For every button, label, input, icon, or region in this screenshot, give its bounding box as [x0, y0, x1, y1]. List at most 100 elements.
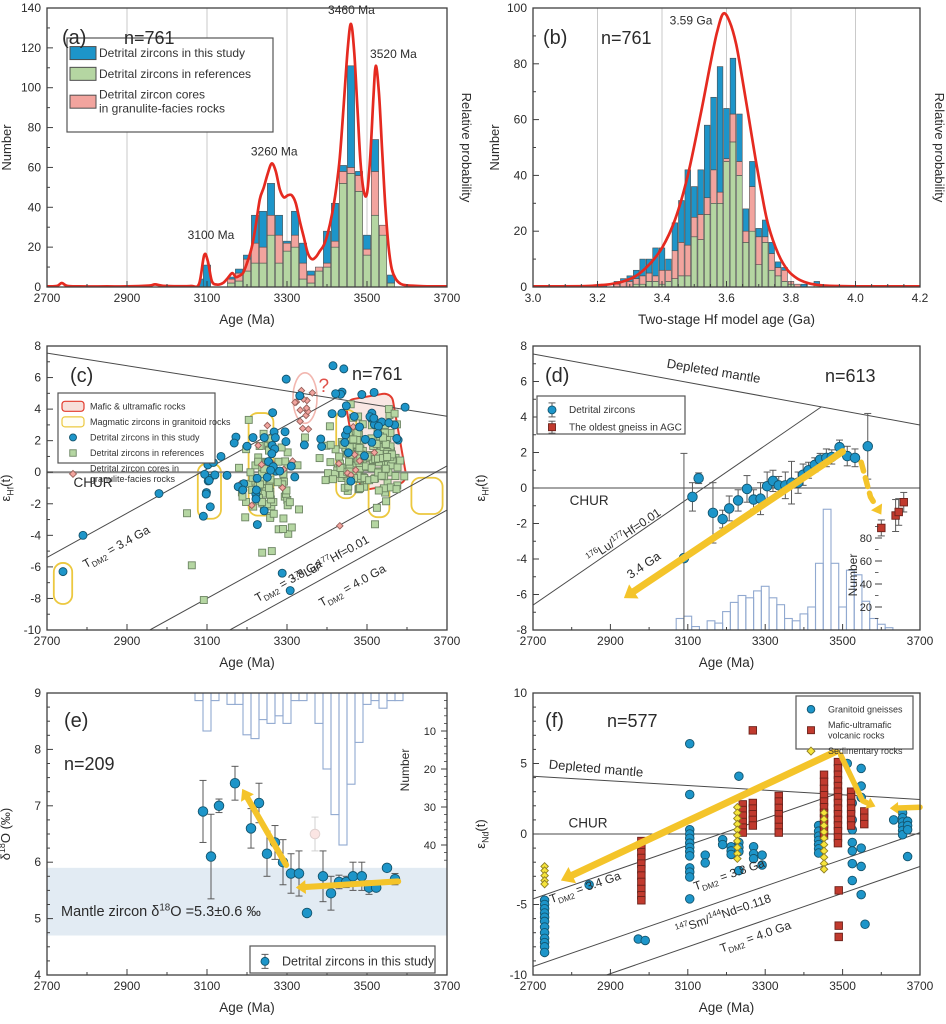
legend-item-label: Detrital zircon cores in	[90, 464, 179, 474]
probability-curve	[47, 22, 447, 287]
legend-item-label: Detrital zircons	[569, 405, 635, 416]
y-tick-label: -8	[516, 623, 527, 637]
y-tick-label: 2	[520, 446, 527, 460]
panel-e: Mantle zircon δ18O =5.3±0.6 ‰ 2700 2900 310…	[0, 686, 461, 1015]
inset-histogram	[675, 508, 894, 630]
x-tick-label: 4.0	[847, 291, 864, 305]
granitoid-zircon-field	[52, 562, 74, 605]
annotation: 3260 Ma	[251, 144, 298, 158]
legend: Granitoid gneisses Mafic-ultramaficvolcan…	[795, 695, 914, 756]
annotation: 3460 Ma	[328, 3, 375, 17]
legend-item-label: Detrital zircons in references	[99, 67, 251, 81]
reference-line	[533, 793, 836, 900]
panel-letter: (b)	[543, 27, 567, 49]
y-tick-label: 5	[34, 912, 41, 926]
x-tick-label: 3.6	[718, 291, 735, 305]
x-tick-label: 3700	[434, 979, 461, 993]
probability-curve	[533, 11, 920, 287]
y-tick-label: -5	[516, 898, 527, 912]
y-tick-label: -4	[516, 552, 527, 566]
x-tick-label: 2700	[34, 634, 61, 648]
legend-item-label: in granulite-facies rocks	[99, 102, 225, 116]
x-tick-label: 4.2	[912, 291, 929, 305]
annotation: ?	[319, 376, 330, 397]
legend: Detrital zircons The oldest gneiss in AGC	[536, 395, 686, 435]
x-tick-label: 2900	[597, 979, 624, 993]
x-tick-label: 2700	[34, 979, 61, 993]
annotation: Depleted mantle	[666, 356, 762, 386]
y-tick-label: -8	[30, 591, 41, 605]
y-axis-label: Number	[487, 124, 502, 171]
y-tick-label: -2	[30, 497, 41, 511]
y-tick-label: -2	[516, 517, 527, 531]
panel-letter: (d)	[545, 365, 569, 387]
reference-line	[47, 398, 335, 558]
y-tick-label: 80	[514, 57, 528, 71]
annotation: TDM2 = 3.4 Ga	[80, 523, 153, 573]
x-tick-label: 3500	[354, 634, 381, 648]
reference-line	[606, 865, 920, 975]
annotation: 3520 Ma	[370, 47, 417, 61]
granitoid-zircon-field	[410, 476, 444, 515]
scatter-columns	[539, 726, 913, 958]
inset-tick-label: 20	[424, 764, 436, 776]
y-tick-label: 6	[34, 855, 41, 869]
trend-arrowhead	[241, 788, 254, 802]
y-tick-label: 8	[34, 742, 41, 756]
annotation: CHUR	[74, 475, 113, 490]
y-tick-label: 40	[514, 168, 528, 182]
x-tick-label: 2700	[520, 979, 547, 993]
x-tick-label: 3.8	[783, 291, 800, 305]
annotation: TDM2 = 3.4 Ga	[548, 869, 624, 909]
x-tick-label: 3700	[907, 979, 934, 993]
x-axis-label: Age (Ma)	[219, 312, 275, 327]
y-tick-label: 0	[520, 280, 527, 294]
x-tick-label: 3300	[752, 634, 779, 648]
trend-arrowhead	[295, 880, 306, 894]
query-ellipse	[292, 372, 318, 425]
x-tick-label: 2700	[34, 291, 61, 305]
legend-item-label: Detrital zircons in this study	[90, 432, 200, 442]
x-tick-label: 3100	[194, 979, 221, 993]
x-axis-label: Age (Ma)	[219, 1000, 275, 1015]
sample-count: n=613	[825, 366, 876, 386]
x-axis-label: Age (Ma)	[699, 655, 755, 670]
legend: Detrital zircons in this study	[249, 945, 436, 974]
y-tick-label: 100	[21, 81, 41, 95]
reference-line	[47, 352, 447, 417]
x-tick-label: 3500	[829, 979, 856, 993]
legend-item-label: Mafic-ultramafic	[828, 720, 892, 730]
y-axis-label: εHf(t)	[0, 475, 15, 502]
inset-tick-label: 60	[860, 556, 872, 568]
axis-ticks	[532, 345, 921, 631]
x-tick-label: 3100	[674, 979, 701, 993]
sample-count: n=761	[352, 364, 403, 384]
x-tick-label: 3.2	[589, 291, 606, 305]
y-tick-label: 10	[514, 686, 528, 700]
axis-ticks	[532, 7, 921, 288]
reference-line	[533, 353, 920, 426]
y-tick-label: 2	[34, 434, 41, 448]
legend-item-label: granulite-facies rocks	[90, 474, 176, 484]
panel-letter: (f)	[545, 710, 564, 732]
trend-arrowhead	[865, 797, 876, 809]
inset-number-label: Number	[398, 749, 412, 792]
x-tick-label: 2900	[114, 291, 141, 305]
inset-tick-label: 40	[424, 840, 436, 852]
y2-axis-label: Relative probability	[459, 93, 474, 203]
y-tick-label: 6	[520, 375, 527, 389]
y-axis-label: δ18O (‰)	[0, 808, 13, 860]
sample-count: n=761	[601, 28, 652, 48]
legend-item-label: volcanic rocks	[828, 730, 885, 740]
trend-arrows	[560, 748, 923, 884]
legend: Detrital zircons in this study Detrital z…	[66, 37, 274, 133]
inset-number-label: Number	[846, 554, 860, 597]
inset-tick-label: 40	[860, 579, 872, 591]
y2-axis-label: Relative probability	[932, 93, 946, 203]
reference-line	[533, 775, 920, 800]
y-tick-label: -6	[516, 588, 527, 602]
y-tick-label: 9	[34, 686, 41, 700]
inset-tick-label: 30	[424, 802, 436, 814]
